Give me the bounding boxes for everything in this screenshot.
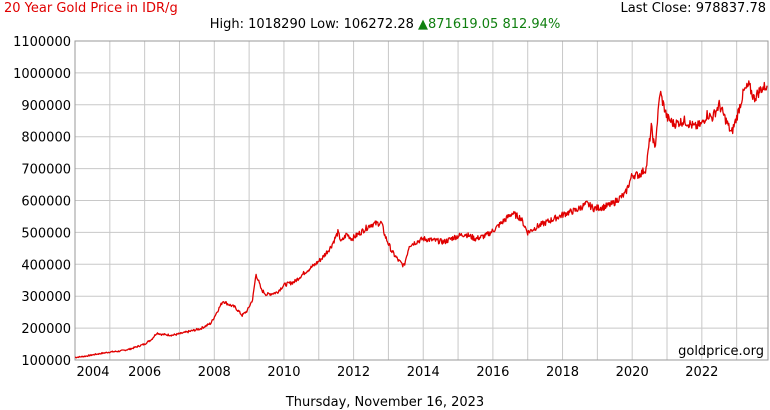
price-series-line — [74, 80, 768, 359]
x-tick-label: 2020 — [616, 365, 649, 380]
footer-date: Thursday, November 16, 2023 — [285, 395, 485, 410]
x-tick-label: 2018 — [546, 365, 579, 380]
y-tick-label: 900000 — [21, 99, 71, 114]
y-tick-label: 1100000 — [13, 35, 71, 50]
x-tick-label: 2022 — [685, 365, 718, 380]
y-tick-label: 500000 — [21, 226, 71, 241]
high-label: High: — [209, 17, 244, 32]
last-close-value: 978837.78 — [695, 1, 766, 16]
last-close-label: Last Close: — [620, 1, 692, 16]
up-arrow-icon: ▲ — [418, 17, 429, 32]
last-close: Last Close: 978837.78 — [621, 1, 766, 16]
grid-lines — [74, 40, 768, 361]
x-tick-label: 2006 — [128, 365, 161, 380]
plot-frame — [74, 40, 769, 361]
y-axis-ticks: 100000 200000 300000 400000 500000 600000 7000… — [13, 35, 71, 369]
stats-line: High: 1018290 Low: 106272.28 ▲871619.05 … — [0, 17, 770, 32]
x-tick-label: 2014 — [407, 365, 440, 380]
low-label: Low: — [310, 17, 340, 32]
x-tick-label: 2008 — [198, 365, 231, 380]
y-tick-label: 1000000 — [13, 67, 71, 82]
x-axis-ticks: 2004 2006 2008 2010 2012 2014 2016 2018 2020 2022 — [76, 365, 718, 380]
x-tick-label: 2004 — [76, 365, 109, 380]
y-tick-label: 800000 — [21, 131, 71, 146]
chart-title: 20 Year Gold Price in IDR/g — [4, 1, 178, 16]
y-tick-label: 400000 — [21, 258, 71, 273]
watermark: goldprice.org — [678, 344, 764, 359]
x-tick-label: 2016 — [476, 365, 509, 380]
x-tick-label: 2012 — [337, 365, 370, 380]
change-pct: 812.94% — [502, 17, 561, 32]
x-tick-label: 2010 — [267, 365, 300, 380]
change-abs: 871619.05 — [428, 17, 499, 32]
low-value: 106272.28 — [343, 17, 414, 32]
y-tick-label: 300000 — [21, 290, 71, 305]
high-value: 1018290 — [248, 17, 306, 32]
y-tick-label: 100000 — [21, 354, 71, 369]
y-tick-label: 600000 — [21, 195, 71, 210]
y-tick-label: 700000 — [21, 163, 71, 178]
y-tick-label: 200000 — [21, 322, 71, 337]
